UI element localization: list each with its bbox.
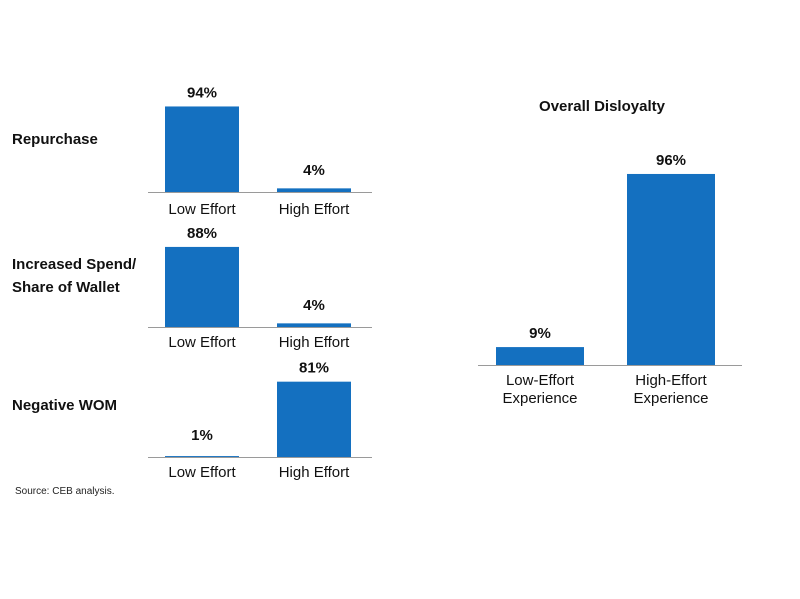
data-label-repurchase-1: 94% (187, 84, 217, 101)
data-label-negative-wom-2: 81% (299, 360, 329, 377)
source-note: Source: CEB analysis. (15, 486, 115, 497)
bar-repurchase-1 (165, 106, 239, 192)
data-label-repurchase-2: 4% (303, 162, 325, 179)
chart-title-repurchase: Repurchase (12, 131, 98, 148)
bar-overall-disloyalty-1 (496, 347, 584, 365)
category-label-overall-disloyalty-1-line-2: Experience (502, 390, 577, 407)
category-label-increased-spend-1: Low Effort (168, 334, 236, 351)
category-label-repurchase-1: Low Effort (168, 201, 236, 218)
category-label-negative-wom-1: Low Effort (168, 464, 236, 481)
chart-title-increased-spend-line-1: Increased Spend/ (12, 256, 137, 273)
category-label-overall-disloyalty-1-line-1: Low-Effort (506, 372, 575, 389)
data-label-negative-wom-1: 1% (191, 427, 213, 444)
category-label-overall-disloyalty-2-line-2: Experience (633, 390, 708, 407)
data-label-increased-spend-1: 88% (187, 225, 217, 242)
chart-title-overall-disloyalty: Overall Disloyalty (539, 98, 666, 115)
category-label-increased-spend-2: High Effort (279, 334, 350, 351)
category-label-repurchase-2: High Effort (279, 201, 350, 218)
bar-increased-spend-1 (165, 246, 239, 327)
chart-title-increased-spend-line-2: Share of Wallet (12, 279, 120, 296)
bar-negative-wom-1 (165, 456, 239, 457)
bar-negative-wom-2 (277, 381, 351, 457)
data-label-increased-spend-2: 4% (303, 297, 325, 314)
data-label-overall-disloyalty-1: 9% (529, 325, 551, 342)
category-label-negative-wom-2: High Effort (279, 464, 350, 481)
data-label-overall-disloyalty-2: 96% (656, 152, 686, 169)
bar-overall-disloyalty-2 (627, 173, 715, 365)
category-label-overall-disloyalty-2-line-1: High-Effort (635, 372, 707, 389)
bar-repurchase-2 (277, 188, 351, 192)
bar-increased-spend-2 (277, 323, 351, 327)
chart-title-increased-spend: Increased Spend/ Share of Wallet (12, 253, 162, 299)
chart-title-negative-wom: Negative WOM (12, 397, 118, 414)
